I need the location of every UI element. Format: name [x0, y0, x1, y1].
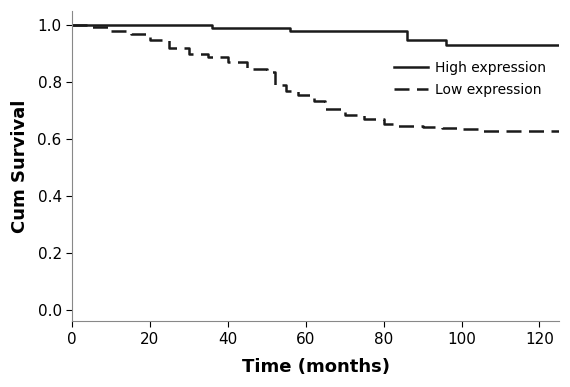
- X-axis label: Time (months): Time (months): [242, 358, 389, 376]
- Legend: High expression, Low expression: High expression, Low expression: [388, 55, 552, 103]
- Y-axis label: Cum Survival: Cum Survival: [11, 99, 29, 233]
